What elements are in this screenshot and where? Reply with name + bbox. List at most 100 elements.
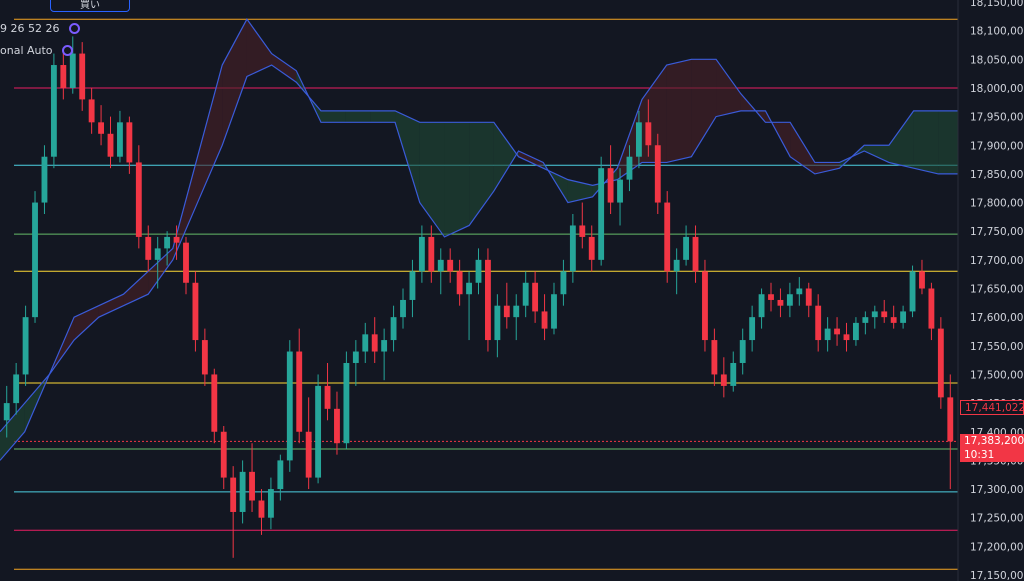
candle-body-81	[768, 294, 774, 300]
price-tick-label: 18,050,000	[970, 54, 1024, 66]
cloud-segment-23	[567, 179, 593, 203]
price-tick-label: 17,750,000	[970, 226, 1024, 238]
candle-body-92	[871, 311, 878, 318]
candle-body-11	[107, 133, 114, 157]
candle-body-80	[758, 294, 765, 318]
candle-body-12	[117, 122, 123, 157]
candle-body-70	[664, 202, 671, 272]
candle-body-17	[164, 236, 171, 249]
candle-body-56	[532, 282, 539, 312]
settings-gear-icon[interactable]	[62, 45, 74, 56]
candle-body-94	[890, 317, 897, 323]
chart-header: 買い 9 26 52 26 onal Auto	[0, 0, 200, 57]
candle-body-35	[334, 408, 340, 444]
price-tick-label: 17,550,000	[970, 341, 1024, 353]
cloud-segment-17	[419, 122, 445, 237]
candle-body-48	[456, 271, 463, 295]
candle-body-59	[560, 271, 567, 295]
price-tick-label: 18,000,000	[970, 83, 1024, 95]
candle-body-68	[645, 122, 652, 146]
price-tag-last-value: 17,383,200	[964, 435, 1024, 447]
candle-body-60	[569, 225, 576, 272]
candle-body-75	[711, 340, 718, 375]
candle-body-63	[598, 168, 605, 260]
candle-body-15	[145, 236, 152, 260]
candle-body-24	[230, 477, 237, 512]
candle-body-55	[522, 282, 529, 306]
candle-body-85	[805, 288, 812, 306]
cloud-segment-10	[246, 19, 272, 77]
candle-body-83	[786, 294, 793, 306]
candle-body-82	[777, 299, 784, 306]
candle-body-19	[183, 242, 189, 283]
cloud-segment-14	[345, 110, 371, 123]
price-tick-label: 17,200,000	[970, 541, 1024, 553]
candles	[3, 36, 954, 558]
price-tick-label: 17,600,000	[970, 312, 1024, 324]
price-tick-label: 17,650,000	[970, 284, 1024, 296]
buy-button[interactable]: 買い	[50, 0, 130, 12]
candle-body-74	[702, 271, 708, 341]
price-tag-prev: 17,441,022	[960, 400, 1024, 415]
cloud-segment-15	[370, 110, 396, 123]
candle-body-0	[3, 403, 10, 421]
settings-gear-icon[interactable]	[68, 23, 80, 34]
candle-body-8	[79, 53, 86, 100]
cloud-segment-4	[98, 294, 124, 318]
candle-body-2	[22, 317, 29, 375]
candle-body-20	[192, 282, 199, 341]
price-tick-label: 17,950,000	[970, 112, 1024, 124]
price-axis[interactable]: 17,150,000 17,200,000 17,250,000 17,300,000…	[957, 0, 1024, 581]
candle-body-88	[834, 328, 840, 335]
candle-body-46	[437, 259, 444, 272]
cloud-segment-33	[814, 162, 840, 174]
candle-body-87	[824, 328, 831, 341]
candle-body-66	[626, 156, 633, 180]
candle-body-79	[749, 317, 756, 341]
candle-body-91	[862, 317, 869, 323]
candle-body-31	[296, 351, 303, 432]
candle-body-99	[937, 328, 944, 398]
candle-body-62	[588, 236, 595, 260]
candle-body-47	[447, 259, 454, 272]
candle-body-95	[900, 311, 907, 323]
ichimoku-params: 9 26 52 26	[0, 22, 60, 35]
cloud-segment-16	[395, 110, 420, 203]
price-tick-label: 17,150,000	[970, 570, 1024, 581]
cloud-segment-28	[691, 59, 717, 157]
cloud-segment-25	[617, 99, 642, 180]
candle-body-78	[739, 340, 746, 363]
price-tick-label: 17,800,000	[970, 198, 1024, 210]
candle-body-27	[258, 500, 265, 518]
candle-body-89	[843, 334, 850, 341]
candle-body-86	[815, 305, 822, 341]
candle-body-100	[947, 397, 954, 442]
ichimoku-cloud	[0, 18, 963, 461]
candle-body-30	[286, 351, 293, 461]
price-tick-label: 18,100,000	[970, 26, 1024, 38]
candle-body-37	[352, 351, 359, 363]
candle-body-71	[673, 259, 680, 272]
candle-body-25	[239, 471, 246, 512]
candle-body-39	[371, 334, 378, 352]
candle-body-54	[513, 305, 520, 318]
cloud-segment-9	[222, 19, 247, 146]
candle-body-34	[324, 385, 331, 409]
candle-body-96	[909, 271, 916, 312]
cloud-segment-27	[666, 59, 692, 163]
indicator-label: onal Auto	[0, 44, 74, 57]
candle-body-42	[400, 299, 406, 318]
candle-body-67	[635, 122, 642, 157]
candle-body-3	[32, 202, 38, 318]
price-tick-label: 17,700,000	[970, 255, 1024, 267]
candle-body-43	[409, 271, 416, 300]
candle-body-72	[683, 236, 690, 260]
cloud-segment-29	[716, 59, 741, 117]
cloud-segment-19	[469, 122, 494, 226]
candle-body-33	[315, 385, 322, 478]
candle-body-57	[541, 311, 548, 329]
candle-body-14	[135, 162, 142, 237]
candle-body-98	[928, 288, 935, 329]
candle-body-22	[211, 374, 218, 432]
